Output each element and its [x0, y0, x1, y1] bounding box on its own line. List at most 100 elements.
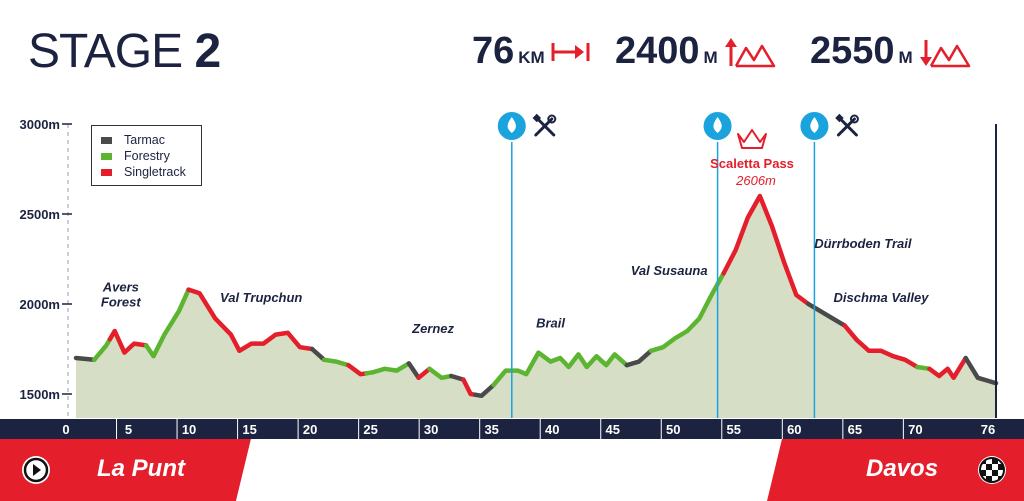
surface-segment-tarmac [473, 382, 496, 399]
y-tick-label: 1500m [20, 387, 60, 402]
distance-value: 76 [472, 30, 515, 72]
descent-mountain-icon [919, 39, 970, 67]
legend-item-forestry: Forestry [101, 148, 201, 164]
ascent-value: 2400 [615, 30, 700, 72]
x-tick-label: 55 [727, 422, 741, 437]
segment-label: Brail [536, 315, 565, 330]
summit-elevation: 2606m [735, 173, 776, 188]
segment-label: Val Trupchun [220, 290, 302, 305]
water-drop-icon [495, 110, 528, 142]
segment-label: Zernez [411, 321, 454, 336]
segment-label: Avers [102, 279, 139, 294]
x-tick-label: 40 [545, 422, 559, 437]
stage-title: STAGE 2 [28, 24, 221, 79]
surface-segment-tarmac [309, 346, 327, 363]
x-tick-labels: 0 5 10 15 20 25 30 35 40 45 50 55 60 65 70 76 [62, 419, 995, 439]
summit-marker: Scaletta Pass 2606m [710, 129, 794, 188]
x-tick-label: 45 [606, 422, 620, 437]
play-icon [23, 457, 49, 483]
legend-swatch [101, 152, 112, 160]
x-tick-label: 65 [848, 422, 862, 437]
legend-label: Forestry [124, 149, 170, 163]
legend-swatch [101, 168, 112, 176]
distance-unit: KM [518, 48, 545, 67]
surface-segment-tarmac [963, 355, 999, 386]
y-tick-label: 2500m [20, 207, 60, 222]
x-tick-label: 5 [125, 422, 132, 437]
x-tick-label: 76 [981, 422, 995, 437]
summit-name: Scaletta Pass [710, 156, 794, 171]
descent-stat: 2550 M [810, 30, 971, 73]
y-tick-label: 3000m [20, 117, 60, 132]
ascent-unit: M [703, 48, 718, 67]
segment-label: Dischma Valley [834, 290, 930, 305]
segment-label: Forest [101, 295, 141, 310]
ascent-mountain-icon [724, 37, 775, 67]
surface-segment-forestry [648, 271, 726, 354]
checkered-flag-icon [979, 457, 1005, 483]
surface-segment-forestry [427, 366, 454, 381]
surface-segment-singletrack [721, 193, 811, 307]
x-tick-label: 70 [908, 422, 922, 437]
segment-label: Val Susauna [631, 263, 708, 278]
x-tick-label: 20 [303, 422, 317, 437]
aid-station-markers [495, 110, 859, 418]
surface-segment-singletrack [842, 323, 920, 370]
surface-lines [73, 193, 999, 399]
surface-segment-singletrack [416, 366, 432, 381]
aid-station [701, 110, 734, 418]
surface-segment-forestry [143, 287, 191, 359]
x-tick-label: 15 [242, 422, 256, 437]
legend-item-singletrack: Singletrack [101, 164, 201, 180]
x-axis-bar [0, 419, 1024, 439]
surface-segment-forestry [491, 350, 630, 388]
x-tick-label: 60 [787, 422, 801, 437]
finish-button[interactable] [978, 456, 1006, 484]
water-drop-icon [798, 110, 831, 142]
y-tick-labels: 1500m 2000m 2500m 3000m [20, 117, 72, 402]
surface-segment-forestry [321, 357, 351, 368]
ascent-stat: 2400 M [615, 30, 776, 73]
stage-word: STAGE [28, 25, 183, 78]
legend-swatch [101, 136, 112, 144]
stage-number: 2 [194, 25, 221, 78]
surface-segment-forestry [91, 336, 113, 363]
x-tick-label: 35 [484, 422, 498, 437]
legend-label: Tarmac [124, 133, 165, 147]
surface-segment-tarmac [406, 361, 421, 381]
x-tick-label: 50 [666, 422, 680, 437]
distance-arrow-icon [551, 42, 590, 61]
legend-label: Singletrack [124, 165, 186, 179]
surface-segment-forestry [364, 361, 412, 376]
finish-location: Davos [866, 455, 939, 482]
start-location: La Punt [97, 455, 185, 482]
segment-label: Dürrboden Trail [814, 236, 912, 251]
surface-segment-tarmac [624, 348, 654, 368]
surface-segment-singletrack [927, 355, 968, 381]
aid-station [798, 110, 859, 418]
distance-stat: 76 KM [472, 30, 591, 73]
start-button[interactable] [22, 456, 50, 484]
start-banner [0, 439, 251, 501]
surface-segment-singletrack [186, 287, 315, 354]
water-drop-icon [701, 110, 734, 142]
legend: Tarmac Forestry Singletrack [91, 125, 202, 186]
aid-station [495, 110, 557, 418]
finish-banner [767, 439, 1024, 501]
descent-unit: M [898, 48, 913, 67]
x-tick-label: 30 [424, 422, 438, 437]
surface-segment-tarmac [73, 355, 97, 363]
footer-gap [236, 439, 782, 501]
y-tick-label: 2000m [20, 297, 60, 312]
x-tick-label: 25 [363, 422, 377, 437]
legend-item-tarmac: Tarmac [101, 132, 201, 148]
x-tick-label: 10 [182, 422, 196, 437]
x-tick-label: 0 [62, 422, 69, 437]
crown-icon [737, 129, 767, 149]
elevation-area [76, 196, 996, 418]
surface-segment-singletrack [107, 328, 149, 355]
tools-icon [532, 113, 557, 137]
descent-value: 2550 [810, 30, 895, 72]
